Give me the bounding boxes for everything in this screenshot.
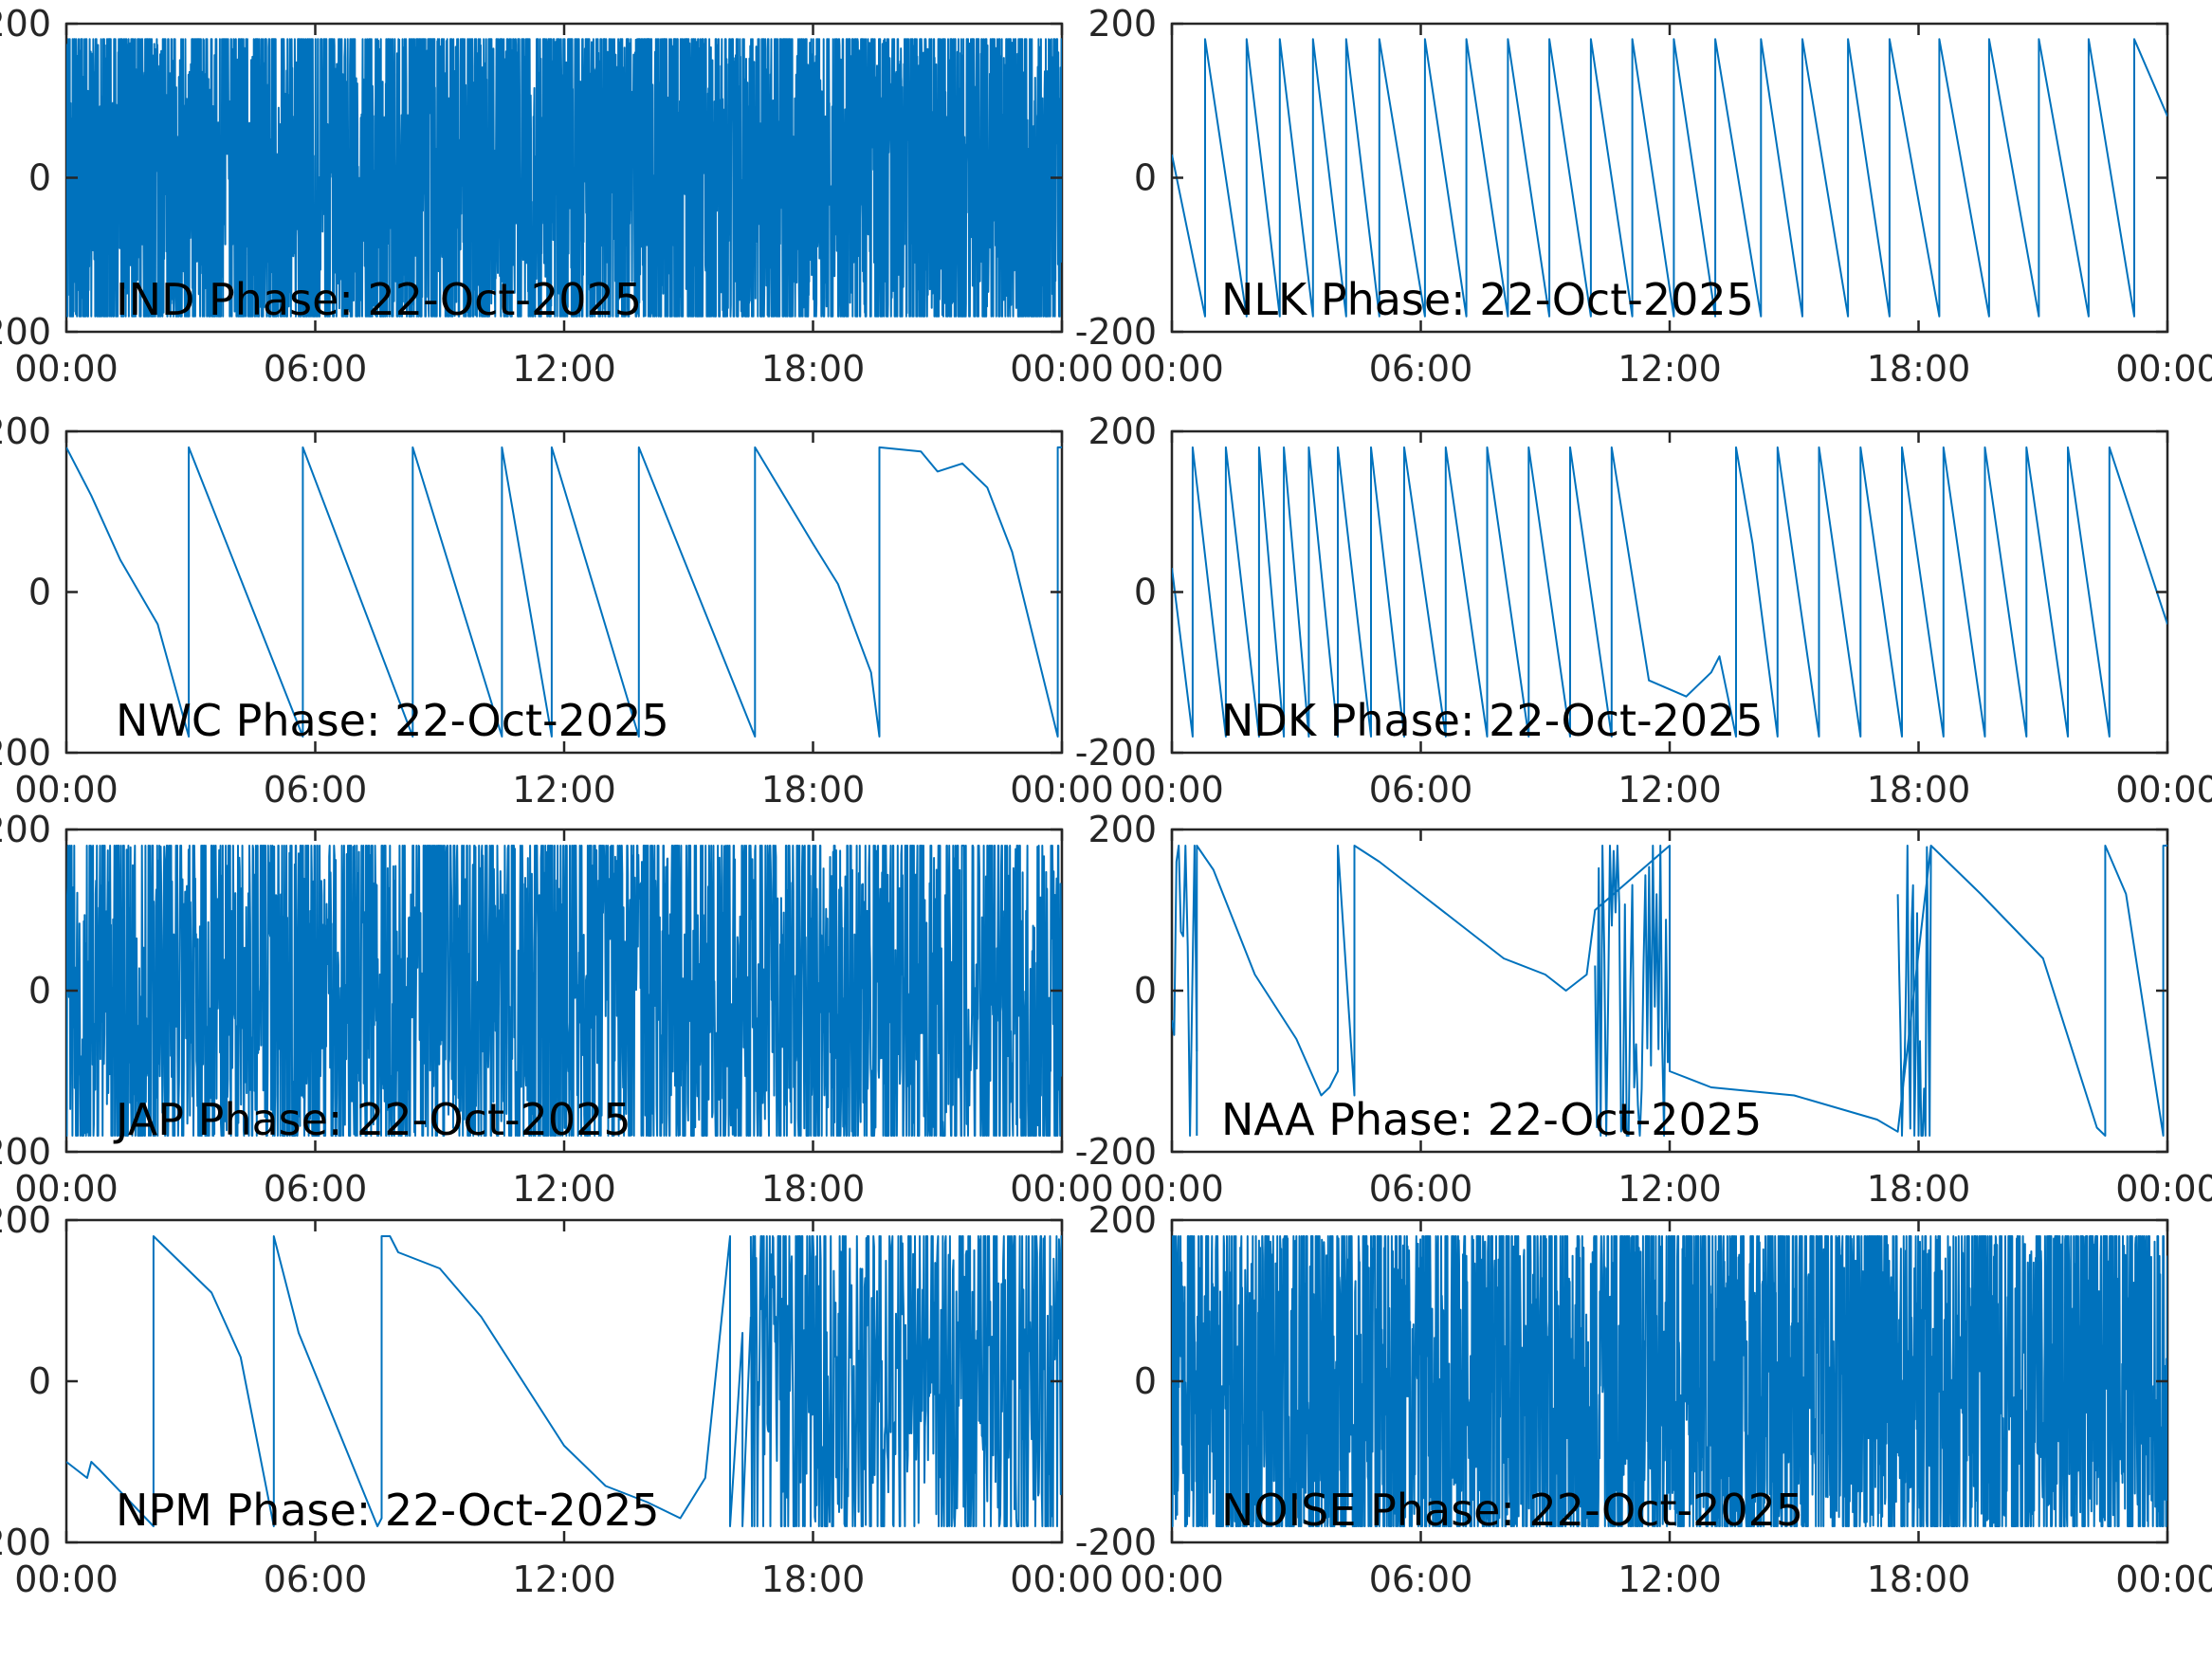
ytick-label-nwc-0: -200 xyxy=(0,732,51,774)
series-line-jap-0 xyxy=(66,845,1062,1137)
xtick-label-naa-4: 00:00 xyxy=(2115,1168,2212,1210)
ytick-label-naa-1: 0 xyxy=(1134,970,1157,1012)
xtick-label-nlk-4: 00:00 xyxy=(2115,348,2212,390)
ytick-label-nlk-0: -200 xyxy=(1075,311,1157,353)
xtick-label-npm-0: 00:00 xyxy=(14,1559,119,1600)
ytick-label-nlk-2: 200 xyxy=(1088,3,1157,45)
xtick-label-naa-1: 06:00 xyxy=(1369,1168,1473,1210)
xtick-label-ind-3: 18:00 xyxy=(761,348,866,390)
xtick-label-nwc-1: 06:00 xyxy=(264,769,368,811)
xtick-label-jap-0: 00:00 xyxy=(14,1168,119,1210)
xtick-label-ndk-1: 06:00 xyxy=(1369,769,1473,811)
xtick-label-jap-1: 06:00 xyxy=(264,1168,368,1210)
ytick-label-ind-0: -200 xyxy=(0,311,51,353)
series-line-nwc-0 xyxy=(66,446,1062,738)
series-line-npm-1 xyxy=(749,1235,1062,1527)
xtick-label-noise-4: 00:00 xyxy=(2115,1559,2212,1600)
series-line-naa-0 xyxy=(1196,845,2167,1137)
xtick-label-ndk-0: 00:00 xyxy=(1120,769,1224,811)
xtick-label-npm-1: 06:00 xyxy=(264,1559,368,1600)
panel-title-naa: NAA Phase: 22-Oct-2025 xyxy=(1221,1094,1762,1145)
ytick-label-jap-0: -200 xyxy=(0,1131,51,1173)
xtick-label-ndk-4: 00:00 xyxy=(2115,769,2212,811)
series-line-ind-0 xyxy=(66,38,1062,318)
xtick-label-npm-3: 18:00 xyxy=(761,1559,866,1600)
xtick-label-ndk-2: 12:00 xyxy=(1618,769,1722,811)
ytick-label-npm-0: -200 xyxy=(0,1522,51,1563)
ytick-label-noise-2: 200 xyxy=(1088,1199,1157,1241)
xtick-label-ndk-3: 18:00 xyxy=(1867,769,1971,811)
series-line-naa-2 xyxy=(1594,845,1671,1137)
ytick-label-npm-1: 0 xyxy=(28,1360,51,1402)
xtick-label-npm-2: 12:00 xyxy=(512,1559,616,1600)
xtick-label-ind-0: 00:00 xyxy=(14,348,119,390)
series-line-naa-3 xyxy=(1896,845,1932,1137)
xtick-label-nwc-2: 12:00 xyxy=(512,769,616,811)
series-line-noise-0 xyxy=(1172,1235,2167,1527)
xtick-label-nwc-3: 18:00 xyxy=(761,769,866,811)
ytick-label-ind-2: 200 xyxy=(0,3,51,45)
xtick-label-nwc-4: 00:00 xyxy=(1010,769,1114,811)
xtick-label-npm-4: 00:00 xyxy=(1010,1559,1114,1600)
panel-title-ind: IND Phase: 22-Oct-2025 xyxy=(116,274,642,325)
xtick-label-jap-2: 12:00 xyxy=(512,1168,616,1210)
xtick-label-noise-2: 12:00 xyxy=(1618,1559,1722,1600)
xtick-label-nlk-2: 12:00 xyxy=(1618,348,1722,390)
xtick-label-naa-3: 18:00 xyxy=(1867,1168,1971,1210)
panel-title-noise: NOISE Phase: 22-Oct-2025 xyxy=(1221,1485,1803,1536)
series-line-npm-0 xyxy=(66,1235,752,1527)
ytick-label-ndk-1: 0 xyxy=(1134,572,1157,613)
series-line-nlk-0 xyxy=(1172,38,2167,318)
panel-title-ndk: NDK Phase: 22-Oct-2025 xyxy=(1221,695,1764,746)
panel-title-nlk: NLK Phase: 22-Oct-2025 xyxy=(1221,274,1754,325)
xtick-label-nwc-0: 00:00 xyxy=(14,769,119,811)
ytick-label-npm-2: 200 xyxy=(0,1199,51,1241)
ytick-label-ind-1: 0 xyxy=(28,157,51,199)
xtick-label-noise-0: 00:00 xyxy=(1120,1559,1224,1600)
ytick-label-jap-2: 200 xyxy=(0,809,51,850)
ytick-label-noise-0: -200 xyxy=(1075,1522,1157,1563)
xtick-label-nlk-1: 06:00 xyxy=(1369,348,1473,390)
series-line-naa-1 xyxy=(1172,845,1198,1137)
xtick-label-ind-2: 12:00 xyxy=(512,348,616,390)
xtick-label-jap-4: 00:00 xyxy=(1010,1168,1114,1210)
ytick-label-naa-2: 200 xyxy=(1088,809,1157,850)
xtick-label-nlk-0: 00:00 xyxy=(1120,348,1224,390)
xtick-label-ind-1: 06:00 xyxy=(264,348,368,390)
xtick-label-ind-4: 00:00 xyxy=(1010,348,1114,390)
xtick-label-noise-3: 18:00 xyxy=(1867,1559,1971,1600)
xtick-label-noise-1: 06:00 xyxy=(1369,1559,1473,1600)
panel-title-npm: NPM Phase: 22-Oct-2025 xyxy=(116,1485,660,1536)
ytick-label-nlk-1: 0 xyxy=(1134,157,1157,199)
ytick-label-nwc-2: 200 xyxy=(0,410,51,452)
panel-title-jap: JAP Phase: 22-Oct-2025 xyxy=(113,1094,631,1145)
xtick-label-jap-3: 18:00 xyxy=(761,1168,866,1210)
ytick-label-nwc-1: 0 xyxy=(28,572,51,613)
xtick-label-naa-2: 12:00 xyxy=(1618,1168,1722,1210)
series-line-ndk-0 xyxy=(1172,446,2167,738)
panel-title-nwc: NWC Phase: 22-Oct-2025 xyxy=(116,695,669,746)
xtick-label-nlk-3: 18:00 xyxy=(1867,348,1971,390)
ytick-label-ndk-2: 200 xyxy=(1088,410,1157,452)
ytick-label-ndk-0: -200 xyxy=(1075,732,1157,774)
ytick-label-jap-1: 0 xyxy=(28,970,51,1012)
ytick-label-naa-0: -200 xyxy=(1075,1131,1157,1173)
xtick-label-naa-0: 00:00 xyxy=(1120,1168,1224,1210)
ytick-label-noise-1: 0 xyxy=(1134,1360,1157,1402)
